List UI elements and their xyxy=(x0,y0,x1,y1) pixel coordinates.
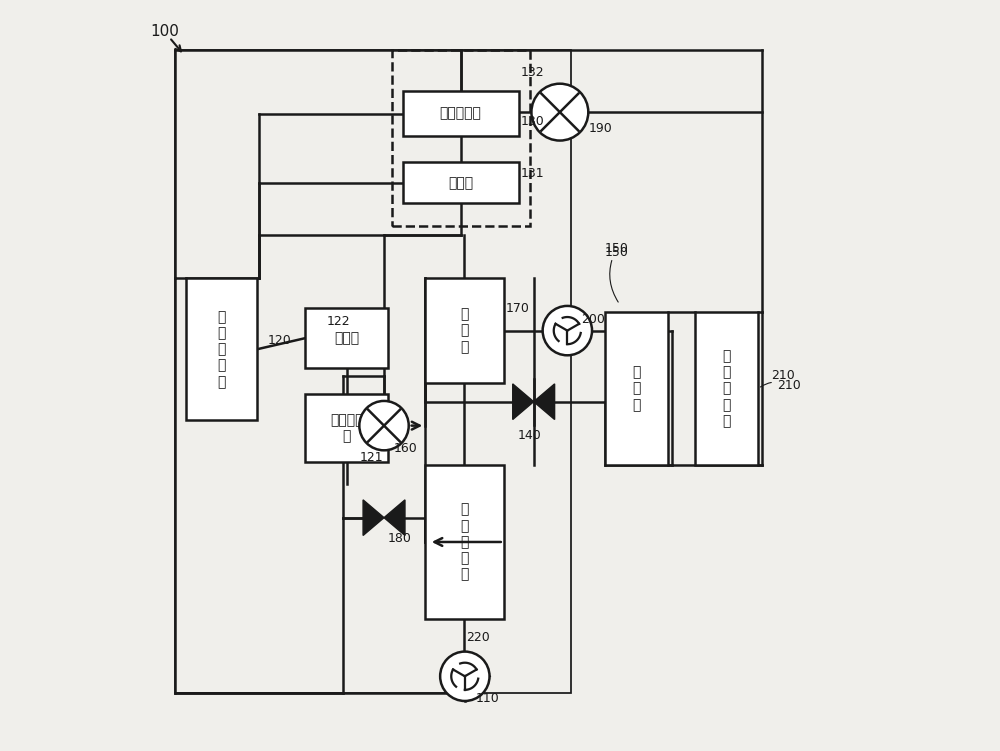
Polygon shape xyxy=(384,500,405,535)
Polygon shape xyxy=(534,384,555,420)
Bar xyxy=(175,50,571,693)
Polygon shape xyxy=(363,500,384,535)
Bar xyxy=(403,91,519,136)
Text: 121: 121 xyxy=(359,451,383,464)
Text: 190: 190 xyxy=(588,122,612,135)
Bar xyxy=(305,394,388,462)
Text: 150: 150 xyxy=(605,242,629,302)
Text: 冷
凝
器: 冷 凝 器 xyxy=(460,307,469,354)
Text: 180: 180 xyxy=(388,532,412,545)
Text: 暖
风
加
热
器: 暖 风 加 热 器 xyxy=(722,349,731,428)
Text: 220: 220 xyxy=(466,631,490,644)
Text: 温度传感
器: 温度传感 器 xyxy=(330,413,363,443)
Circle shape xyxy=(543,306,592,355)
Text: 控制器: 控制器 xyxy=(334,331,359,345)
Text: 蒸
发
器: 蒸 发 器 xyxy=(632,366,641,412)
Bar xyxy=(425,466,504,619)
Text: 131: 131 xyxy=(521,167,545,180)
Text: 210: 210 xyxy=(760,379,801,391)
Bar xyxy=(605,312,668,466)
Bar xyxy=(425,278,504,383)
Text: 液气分离器: 液气分离器 xyxy=(440,107,482,121)
Text: 160: 160 xyxy=(394,442,418,454)
Text: 170: 170 xyxy=(506,302,530,315)
Circle shape xyxy=(531,83,588,140)
Circle shape xyxy=(440,652,490,701)
Text: 132: 132 xyxy=(521,66,545,79)
Text: 210: 210 xyxy=(771,369,795,382)
Text: 140: 140 xyxy=(517,429,541,442)
Bar xyxy=(186,278,257,421)
Text: 110: 110 xyxy=(476,692,500,705)
Text: 200: 200 xyxy=(581,313,605,326)
Bar xyxy=(392,50,530,226)
Text: 回热器: 回热器 xyxy=(448,176,473,190)
Text: 车
外
换
热
器: 车 外 换 热 器 xyxy=(217,310,225,389)
Bar xyxy=(305,308,388,368)
Text: 150: 150 xyxy=(605,246,629,258)
Text: 第
二
换
热
器: 第 二 换 热 器 xyxy=(460,502,469,581)
Bar xyxy=(695,312,758,466)
Text: 122: 122 xyxy=(326,315,350,328)
Text: 130: 130 xyxy=(521,115,545,128)
Text: 100: 100 xyxy=(150,24,179,39)
Bar xyxy=(403,162,519,204)
Text: 120: 120 xyxy=(268,334,292,347)
Polygon shape xyxy=(513,384,534,420)
Circle shape xyxy=(359,401,409,451)
